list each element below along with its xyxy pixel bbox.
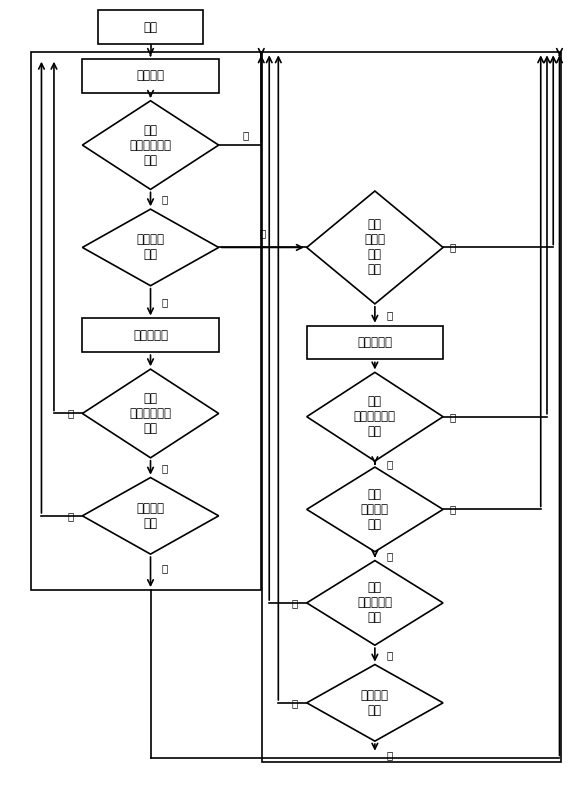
Text: 否: 否 (292, 698, 298, 708)
Polygon shape (82, 477, 219, 555)
Text: 是否
到达初期绿灯
时间: 是否 到达初期绿灯 时间 (130, 123, 172, 167)
Bar (31, 52, 261, 590)
Text: 是: 是 (386, 459, 392, 469)
Text: 否: 否 (68, 409, 74, 418)
Text: 是: 是 (162, 463, 168, 472)
Polygon shape (307, 561, 443, 645)
Polygon shape (82, 101, 219, 189)
Text: 进口道绿灯: 进口道绿灯 (133, 329, 168, 342)
Text: 环道是否
有车: 环道是否 有车 (136, 234, 165, 261)
Text: 否: 否 (68, 511, 74, 521)
Text: 进口道绿灯: 进口道绿灯 (357, 336, 392, 349)
Bar (82, 318, 219, 352)
Polygon shape (82, 210, 219, 285)
Polygon shape (82, 369, 219, 458)
Text: 是: 是 (450, 505, 456, 514)
Text: 否: 否 (243, 131, 249, 140)
Polygon shape (307, 664, 443, 742)
Text: 进口
道排队
是否
过长: 进口 道排队 是否 过长 (365, 218, 385, 276)
Text: 有: 有 (260, 228, 266, 238)
Text: 否: 否 (450, 412, 456, 422)
Text: 环道是否
有车: 环道是否 有车 (361, 689, 389, 717)
Text: 无: 无 (162, 297, 168, 307)
Bar (262, 52, 561, 762)
Text: 是: 是 (386, 750, 392, 761)
Text: 是否
到达初期绿灯
时间: 是否 到达初期绿灯 时间 (354, 395, 396, 438)
Text: 否: 否 (292, 598, 298, 608)
Text: 否: 否 (386, 551, 392, 561)
Text: 环道绿灯: 环道绿灯 (136, 69, 165, 82)
Text: 是: 是 (386, 650, 392, 660)
Text: 环道
排队是否
过长: 环道 排队是否 过长 (361, 488, 389, 531)
Text: 进口
道排队是否
放完: 进口 道排队是否 放完 (357, 581, 392, 625)
Text: 开始: 开始 (144, 21, 157, 34)
Text: 是否
到达初期绿灯
时间: 是否 到达初期绿灯 时间 (130, 392, 172, 435)
Polygon shape (307, 372, 443, 461)
Polygon shape (307, 467, 443, 551)
Bar (82, 59, 219, 93)
Text: 否: 否 (450, 243, 456, 252)
Bar (98, 10, 203, 44)
Bar (307, 326, 443, 359)
Polygon shape (307, 191, 443, 304)
Text: 是: 是 (162, 194, 168, 204)
Text: 环道是否
有车: 环道是否 有车 (136, 502, 165, 530)
Text: 是: 是 (162, 563, 168, 574)
Text: 是: 是 (386, 310, 392, 320)
